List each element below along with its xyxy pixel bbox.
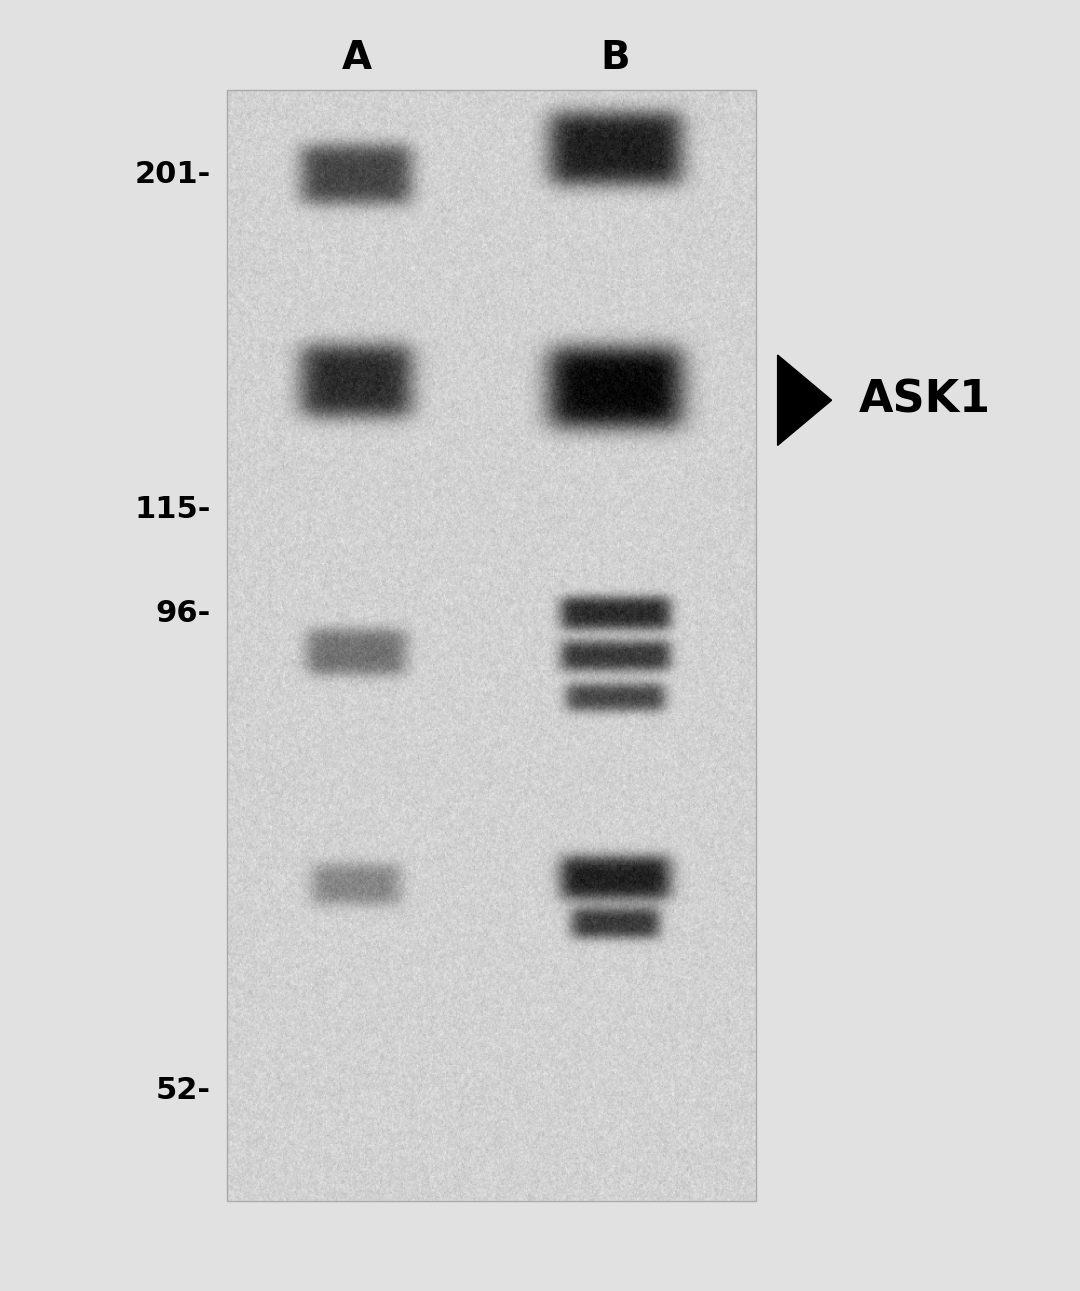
Text: 96-: 96-	[156, 599, 211, 627]
Text: B: B	[600, 39, 631, 77]
Polygon shape	[778, 355, 832, 445]
Bar	[227, 90, 756, 1201]
Text: 115-: 115-	[134, 496, 211, 524]
Text: 201-: 201-	[134, 160, 211, 188]
Text: 52-: 52-	[156, 1077, 211, 1105]
Text: ASK1: ASK1	[859, 378, 990, 422]
Text: A: A	[341, 39, 372, 77]
